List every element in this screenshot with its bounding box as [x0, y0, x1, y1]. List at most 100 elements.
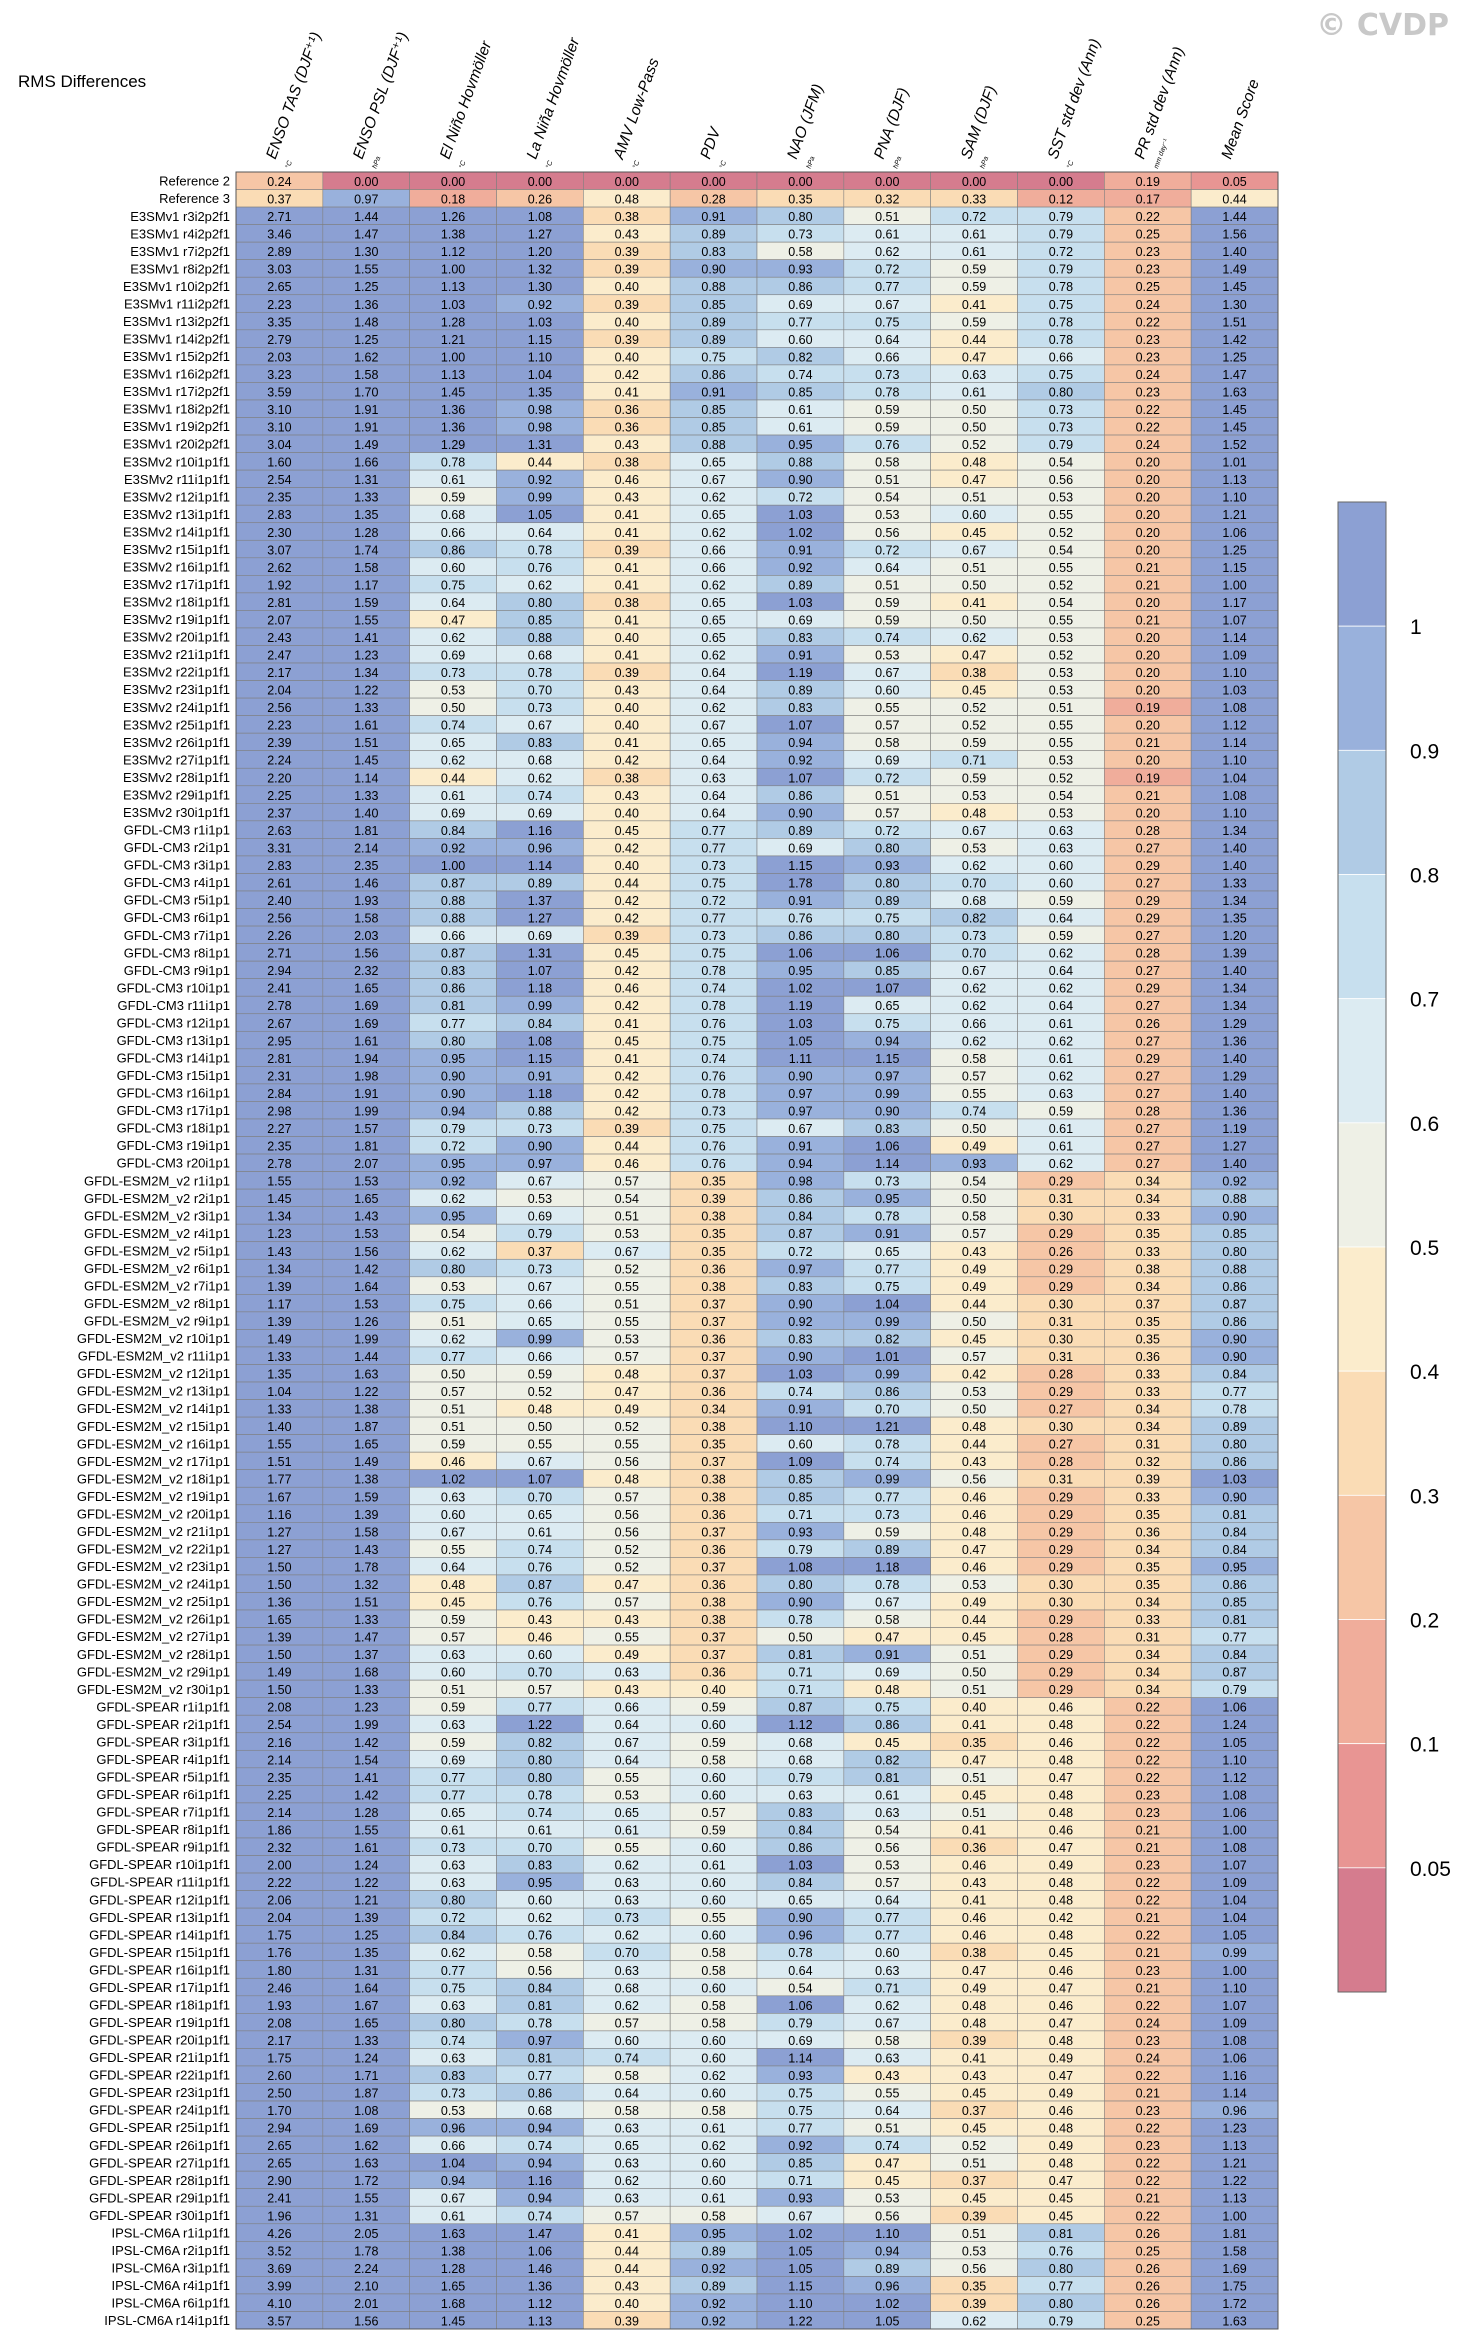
cell-value: 0.76: [701, 1140, 725, 1154]
cell-value: 1.65: [354, 2016, 378, 2030]
cell-value: 0.20: [1136, 508, 1160, 522]
cell-value: 0.93: [788, 2069, 812, 2083]
cell-value: 0.67: [788, 1122, 812, 1136]
cell-value: 0.59: [701, 1823, 725, 1837]
cell-value: 0.43: [615, 1683, 639, 1697]
cell-value: 0.60: [701, 1841, 725, 1855]
cell-value: 0.39: [962, 2209, 986, 2223]
cell-value: 2.35: [354, 859, 378, 873]
cell-value: 0.49: [615, 1403, 639, 1417]
cell-value: 0.76: [875, 438, 899, 452]
cell-value: 0.54: [441, 1227, 465, 1241]
cell-value: 0.58: [875, 736, 899, 750]
cell-value: 0.57: [962, 1350, 986, 1364]
cell-value: 1.65: [267, 1613, 291, 1627]
cell-value: 0.75: [441, 578, 465, 592]
row-label: E3SMv1 r10i2p2f1: [123, 279, 230, 294]
cell-value: 0.47: [875, 1631, 899, 1645]
cell-value: 0.54: [962, 1175, 986, 1189]
cell-value: 2.47: [267, 649, 291, 663]
cell-value: 0.58: [701, 1964, 725, 1978]
cell-value: 1.12: [1222, 1771, 1246, 1785]
cell-value: 0.84: [788, 1876, 812, 1890]
cell-value: 0.62: [528, 771, 552, 785]
cell-value: 0.90: [1222, 1332, 1246, 1346]
cell-value: 0.39: [962, 2034, 986, 2048]
cell-value: 0.80: [788, 1578, 812, 1592]
cell-value: 0.94: [528, 2192, 552, 2206]
cell-value: 0.48: [1049, 1806, 1073, 1820]
cell-value: 0.83: [788, 1280, 812, 1294]
cell-value: 1.59: [354, 596, 378, 610]
cell-value: 1.08: [1222, 789, 1246, 803]
cell-value: 2.04: [267, 684, 291, 698]
row-label: Reference 2: [159, 174, 230, 189]
cell-value: 0.95: [441, 1157, 465, 1171]
cell-value: 1.63: [354, 2157, 378, 2171]
cell-value: 0.45: [1049, 2192, 1073, 2206]
cell-value: 0.58: [788, 245, 812, 259]
cell-value: 0.40: [701, 1683, 725, 1697]
cell-value: 0.55: [615, 1438, 639, 1452]
cell-value: 2.25: [267, 1788, 291, 1802]
cell-value: 0.29: [1136, 859, 1160, 873]
cell-value: 1.08: [1222, 1841, 1246, 1855]
cell-value: 0.62: [615, 1999, 639, 2013]
cell-value: 1.13: [441, 368, 465, 382]
row-label: E3SMv1 r3i2p2f1: [130, 209, 230, 224]
cell-value: 0.48: [1049, 1929, 1073, 1943]
column-unit: °C: [544, 159, 555, 170]
cell-value: 0.76: [701, 1069, 725, 1083]
cell-value: 0.35: [962, 2279, 986, 2293]
cell-value: 0.87: [441, 876, 465, 890]
cell-value: 0.59: [441, 1438, 465, 1452]
cell-value: 0.51: [875, 789, 899, 803]
cell-value: 1.62: [354, 350, 378, 364]
cell-value: 1.18: [528, 1087, 552, 1101]
cell-value: 1.33: [354, 701, 378, 715]
cell-value: 0.74: [528, 1806, 552, 1820]
cell-value: 1.46: [354, 876, 378, 890]
row-label: E3SMv2 r15i1p1f1: [123, 542, 230, 557]
cell-value: 0.58: [701, 2209, 725, 2223]
cell-value: 1.27: [528, 912, 552, 926]
cell-value: 1.15: [1222, 561, 1246, 575]
cell-value: 0.47: [962, 1964, 986, 1978]
cell-value: 0.84: [788, 1823, 812, 1837]
cell-value: 0.83: [875, 1122, 899, 1136]
cell-value: 0.60: [701, 1876, 725, 1890]
cell-value: 1.04: [1222, 1894, 1246, 1908]
cell-value: 0.62: [1049, 947, 1073, 961]
cell-value: 0.23: [1136, 385, 1160, 399]
cell-value: 0.29: [1049, 1490, 1073, 1504]
cell-value: 0.22: [1136, 2174, 1160, 2188]
cell-value: 1.39: [267, 1631, 291, 1645]
cell-value: 0.36: [701, 1543, 725, 1557]
cell-value: 1.06: [1222, 1806, 1246, 1820]
cell-value: 0.64: [441, 596, 465, 610]
cell-value: 1.50: [267, 1683, 291, 1697]
cell-value: 0.35: [701, 1227, 725, 1241]
cell-value: 0.33: [1136, 1210, 1160, 1224]
cell-value: 0.80: [441, 1034, 465, 1048]
cell-value: 0.77: [875, 280, 899, 294]
cell-value: 0.73: [701, 1104, 725, 1118]
cell-value: 0.62: [875, 1999, 899, 2013]
cell-value: 0.78: [875, 1210, 899, 1224]
cell-value: 2.27: [267, 1122, 291, 1136]
cell-value: 0.44: [615, 2262, 639, 2276]
cell-value: 1.19: [1222, 1122, 1246, 1136]
cell-value: 1.14: [875, 1157, 899, 1171]
cell-value: 0.78: [528, 543, 552, 557]
cell-value: 2.23: [267, 298, 291, 312]
cell-value: 0.51: [962, 2157, 986, 2171]
cell-value: 0.79: [788, 1543, 812, 1557]
cell-value: 0.81: [875, 1771, 899, 1785]
cell-value: 0.65: [788, 1894, 812, 1908]
cell-value: 0.63: [615, 2157, 639, 2171]
column-unit: °C: [457, 159, 468, 170]
cell-value: 0.22: [1136, 1999, 1160, 2013]
column-unit: hPa: [372, 155, 383, 169]
cell-value: 0.57: [441, 1631, 465, 1645]
cell-value: 0.56: [875, 526, 899, 540]
